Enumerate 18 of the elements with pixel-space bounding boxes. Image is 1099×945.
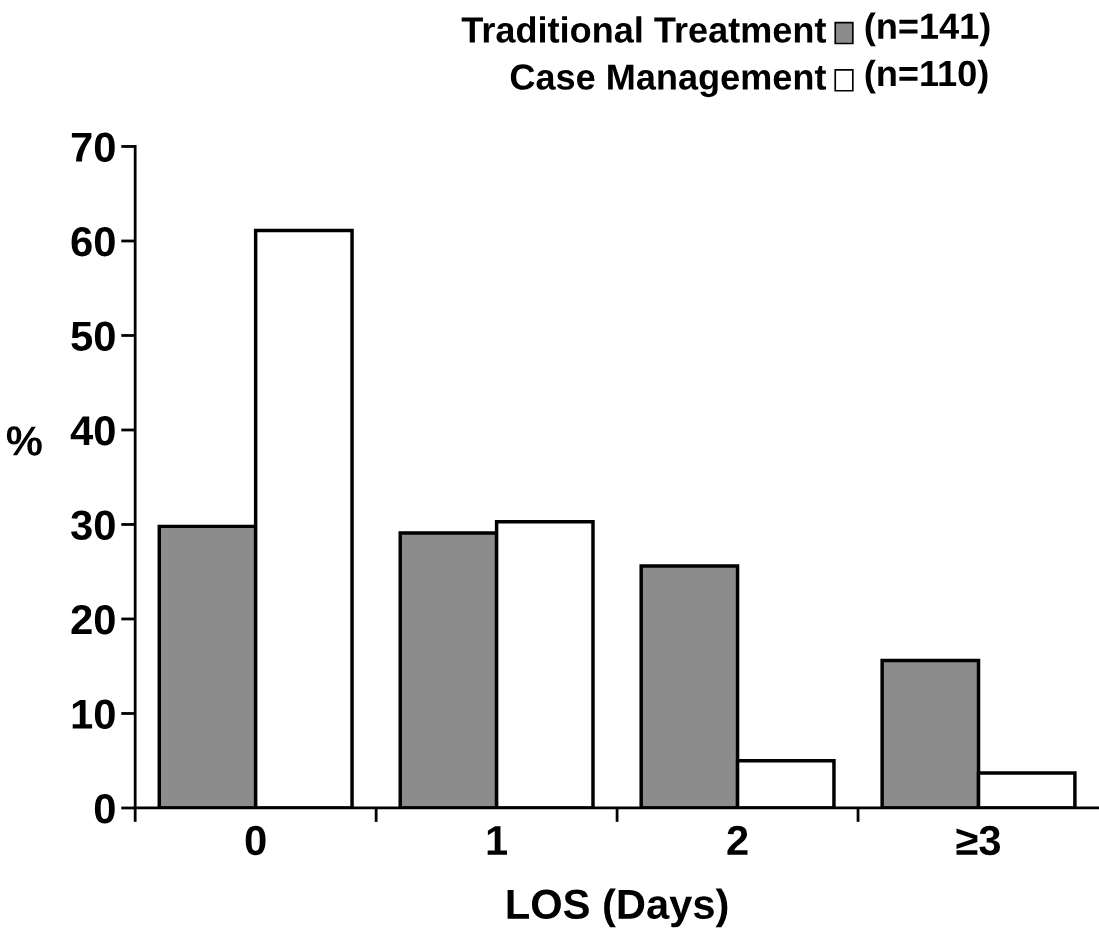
text: (n=110) — [865, 59, 988, 94]
legend-label: Case Management — [510, 64, 827, 98]
x-tick-label: 0 — [245, 825, 266, 856]
y-tick-label: 50 — [71, 321, 115, 351]
x-tick-label: ≥3 — [956, 825, 1001, 856]
y-tick-label: 70 — [71, 132, 115, 162]
x-tick-label: 2 — [727, 825, 748, 855]
y-tick-label: 0 — [94, 793, 115, 824]
y-axis-title: % — [6, 426, 42, 456]
y-tick-label: 40 — [70, 415, 115, 446]
y-tick-label: 20 — [71, 604, 115, 635]
y-tick-label: 60 — [71, 226, 115, 257]
legend-label: Traditional Treatment — [461, 16, 827, 43]
text: (n=141) — [865, 12, 990, 47]
y-tick-label: 30 — [71, 510, 115, 541]
x-tick-label: 1 — [487, 826, 508, 855]
y-tick-label: 10 — [72, 699, 115, 729]
x-axis-title: LOS (Days) — [507, 888, 728, 928]
